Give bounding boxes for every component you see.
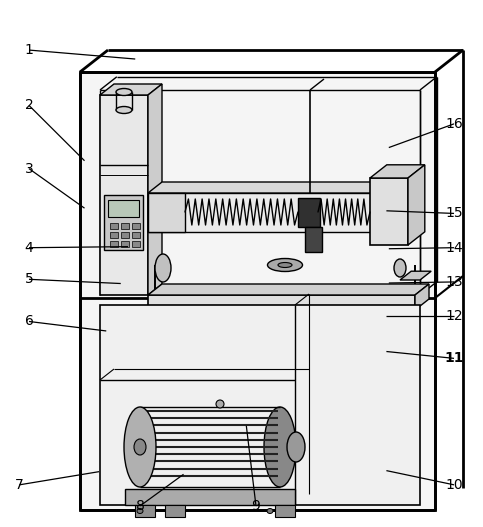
Polygon shape bbox=[125, 489, 295, 505]
Ellipse shape bbox=[116, 106, 132, 113]
Polygon shape bbox=[148, 84, 162, 295]
Polygon shape bbox=[148, 193, 185, 232]
Polygon shape bbox=[100, 305, 420, 505]
Polygon shape bbox=[104, 195, 143, 250]
Ellipse shape bbox=[264, 407, 296, 487]
Text: 16: 16 bbox=[445, 117, 463, 131]
Ellipse shape bbox=[216, 400, 224, 408]
Text: 13: 13 bbox=[445, 275, 463, 289]
Polygon shape bbox=[275, 505, 295, 517]
Ellipse shape bbox=[155, 305, 415, 325]
Bar bbox=[132, 232, 140, 238]
Bar bbox=[121, 241, 129, 247]
Text: 4: 4 bbox=[25, 241, 33, 255]
Polygon shape bbox=[100, 84, 162, 95]
Ellipse shape bbox=[268, 259, 302, 271]
Bar bbox=[110, 241, 118, 247]
Bar bbox=[155, 265, 415, 315]
Bar bbox=[121, 223, 129, 229]
Polygon shape bbox=[305, 227, 322, 252]
Text: 15: 15 bbox=[445, 207, 463, 220]
Polygon shape bbox=[298, 198, 320, 227]
Ellipse shape bbox=[155, 254, 171, 282]
Polygon shape bbox=[415, 284, 429, 310]
Text: 6: 6 bbox=[25, 315, 33, 328]
Ellipse shape bbox=[278, 262, 292, 268]
Ellipse shape bbox=[116, 89, 132, 95]
Text: 5: 5 bbox=[25, 272, 33, 286]
Ellipse shape bbox=[394, 259, 406, 277]
Polygon shape bbox=[370, 178, 408, 245]
Polygon shape bbox=[370, 165, 425, 178]
Polygon shape bbox=[135, 505, 155, 517]
Text: 2: 2 bbox=[25, 99, 33, 112]
Bar bbox=[132, 223, 140, 229]
Ellipse shape bbox=[134, 439, 146, 455]
Ellipse shape bbox=[137, 509, 143, 513]
Polygon shape bbox=[80, 72, 435, 510]
Ellipse shape bbox=[124, 407, 156, 487]
Ellipse shape bbox=[267, 509, 273, 513]
Bar bbox=[110, 232, 118, 238]
Bar bbox=[132, 241, 140, 247]
Text: 3: 3 bbox=[25, 162, 33, 175]
Text: 8: 8 bbox=[136, 499, 144, 513]
Text: 11: 11 bbox=[444, 352, 464, 365]
Bar bbox=[121, 232, 129, 238]
Ellipse shape bbox=[287, 432, 305, 462]
Text: 12: 12 bbox=[445, 309, 463, 323]
Polygon shape bbox=[165, 505, 185, 517]
Polygon shape bbox=[100, 95, 148, 295]
Polygon shape bbox=[400, 271, 431, 280]
Bar bbox=[110, 223, 118, 229]
Polygon shape bbox=[148, 193, 400, 232]
Text: 10: 10 bbox=[445, 478, 463, 492]
Text: 9: 9 bbox=[252, 499, 260, 513]
Polygon shape bbox=[148, 284, 429, 295]
Bar bbox=[140, 407, 280, 487]
Polygon shape bbox=[148, 295, 415, 310]
Text: 1: 1 bbox=[25, 43, 33, 57]
Text: 7: 7 bbox=[15, 478, 24, 492]
Polygon shape bbox=[108, 200, 139, 217]
Text: 14: 14 bbox=[445, 241, 463, 255]
Polygon shape bbox=[408, 165, 425, 245]
Ellipse shape bbox=[155, 255, 415, 275]
Polygon shape bbox=[148, 182, 414, 193]
